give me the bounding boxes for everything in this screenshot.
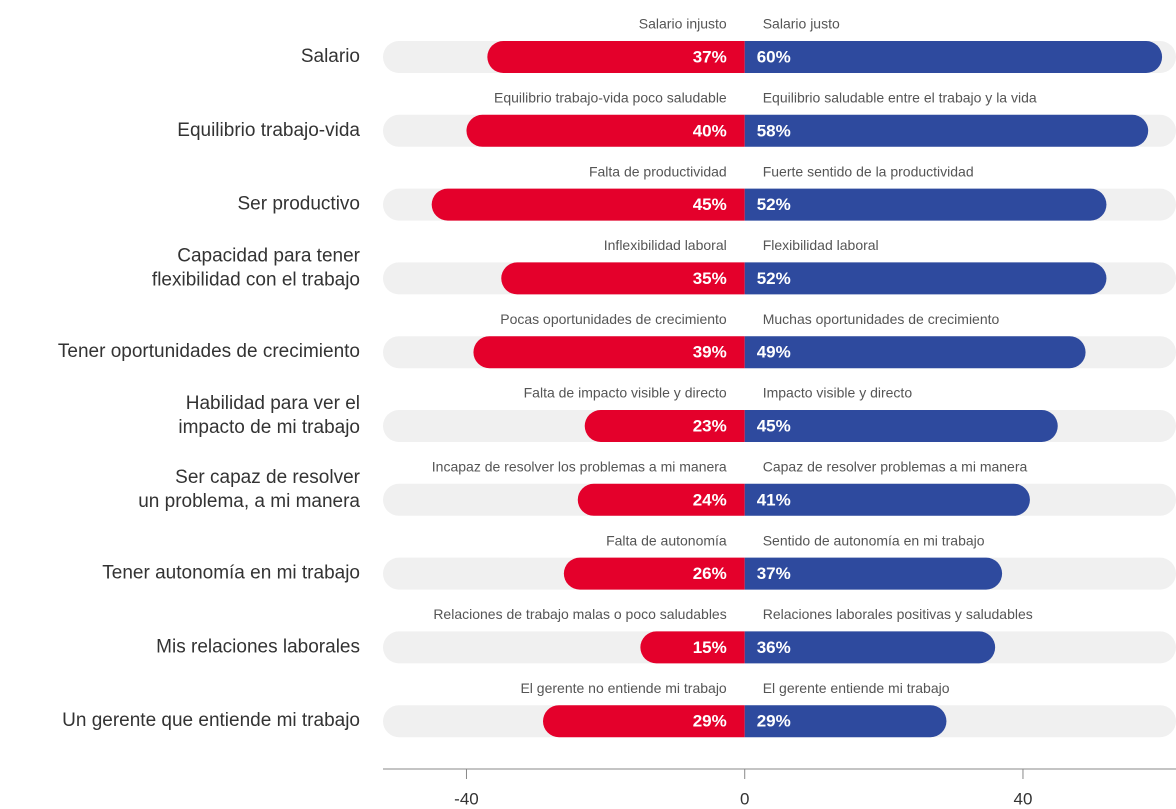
category-label: Un gerente que entiende mi trabajo [62,710,360,731]
category-label: Ser capaz de resolver un problema, a mi m… [138,467,360,512]
bar [744,114,1149,147]
value-label: 15% [693,638,727,657]
value-label: 45% [693,195,727,214]
category-label: Ser productivo [237,194,360,215]
bar [542,705,745,738]
category-label: Tener autonomía en mi trabajo [102,563,360,584]
bar-caption: Relaciones laborales positivas y saludab… [763,606,1033,622]
value-label: 29% [693,712,727,731]
bar [744,557,1003,590]
bar [577,483,745,516]
bar [466,114,745,147]
bar-caption: El gerente no entiende mi trabajo [520,680,726,696]
bar [563,557,745,590]
value-label: 41% [757,490,791,509]
category-label: Capacidad para tener flexibilidad con el … [152,245,361,290]
x-tick-label: 40 [1014,789,1033,808]
x-tick-label: 0 [740,789,749,808]
value-label: 49% [757,343,791,362]
bar-caption: Salario injusto [639,16,727,32]
value-label: 39% [693,343,727,362]
bar-caption: Equilibrio saludable entre el trabajo y … [763,90,1037,106]
category-label: Tener oportunidades de crecimiento [58,341,360,362]
value-label: 52% [757,195,791,214]
bar [584,410,745,442]
bar [640,631,745,664]
bar-caption: Salario justo [763,16,840,32]
category-label: Habilidad para ver el impacto de mi traba… [178,393,360,438]
value-label: 60% [757,47,791,66]
bar-caption: El gerente entiende mi trabajo [763,680,950,696]
bar [744,336,1086,369]
value-label: 58% [757,121,791,140]
bar [473,336,745,369]
bar-caption: Falta de impacto visible y directo [524,385,727,401]
bar-caption: Equilibrio trabajo-vida poco saludable [494,90,727,106]
bar-caption: Fuerte sentido de la productividad [763,163,974,179]
bar-caption: Sentido de autonomía en mi trabajo [763,532,985,548]
value-label: 23% [693,416,727,435]
bar-caption: Falta de autonomía [606,532,727,548]
bar-caption: Pocas oportunidades de crecimiento [500,311,727,327]
bar-caption: Incapaz de resolver los problemas a mi m… [432,459,727,475]
bar [744,262,1107,295]
bar [744,41,1163,73]
bar [744,483,1030,516]
bar-caption: Flexibilidad laboral [763,237,879,253]
value-label: 52% [757,269,791,288]
bar-caption: Falta de productividad [589,163,727,179]
bar [744,705,947,738]
bar [487,41,745,73]
x-tick-label: -40 [454,789,479,808]
bar [501,262,745,295]
bar-caption: Muchas oportunidades de crecimiento [763,311,1000,327]
bar-caption: Capaz de resolver problemas a mi manera [763,459,1028,475]
bar-caption: Relaciones de trabajo malas o poco salud… [433,606,726,622]
value-label: 37% [757,564,791,583]
value-label: 29% [757,712,791,731]
bar [744,631,996,664]
value-label: 40% [693,121,727,140]
bar-caption: Impacto visible y directo [763,385,913,401]
bar [744,410,1058,442]
value-label: 37% [693,47,727,66]
value-label: 36% [757,638,791,657]
bar [431,188,745,221]
category-label: Equilibrio trabajo-vida [177,120,360,141]
value-label: 24% [693,490,727,509]
value-label: 35% [693,269,727,288]
category-label: Mis relaciones laborales [156,636,360,657]
bar-caption: Inflexibilidad laboral [604,237,727,253]
value-label: 26% [693,564,727,583]
category-label: Salario [301,46,360,67]
bar [744,188,1107,221]
value-label: 45% [757,416,791,435]
